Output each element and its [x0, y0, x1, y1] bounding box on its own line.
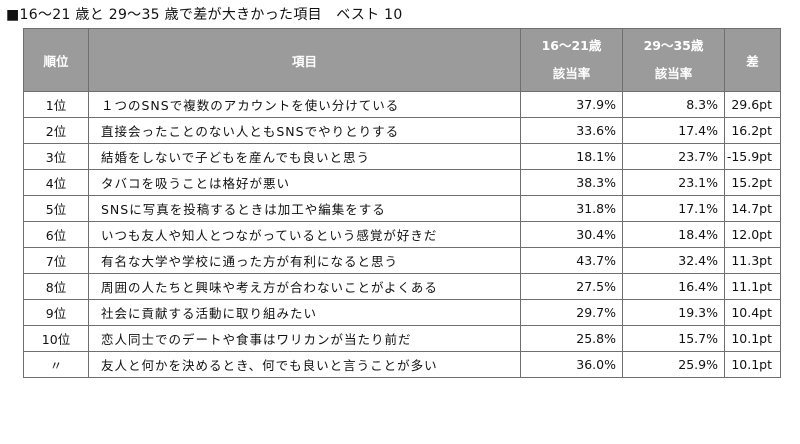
diff-cell: 10.4pt	[724, 299, 781, 326]
rank-cell: 4位	[23, 169, 89, 196]
older-rate-cell: 23.7%	[622, 143, 725, 170]
item-cell: 有名な大学や学校に通った方が有利になると思う	[88, 247, 521, 274]
rank-cell: 7位	[23, 247, 89, 274]
table-row: 1位 １つのSNSで複数のアカウントを使い分けている 37.9% 8.3% 29.6pt	[23, 91, 781, 118]
table-row: 8位 周囲の人たちと興味や考え方が合わないことがよくある 27.5% 16.4% 11.…	[23, 273, 781, 300]
older-rate-cell: 19.3%	[622, 299, 725, 326]
header-older-rate: 29～35歳 該当率	[622, 28, 725, 92]
table-row: 7位 有名な大学や学校に通った方が有利になると思う 43.7% 32.4% 11.3pt	[23, 247, 781, 274]
table-row: 9位 社会に貢献する活動に取り組みたい 29.7% 19.3% 10.4pt	[23, 299, 781, 326]
header-young-label: 該当率	[552, 66, 591, 81]
header-young-rate: 16～21歳 該当率	[520, 28, 623, 92]
diff-cell: 10.1pt	[724, 325, 781, 352]
diff-cell: 29.6pt	[724, 91, 781, 118]
diff-cell: -15.9pt	[724, 143, 781, 170]
ranking-table: 順位 項目 16～21歳 該当率 29～35歳 該当率 差 1位 １つのSNSで複…	[23, 28, 781, 378]
young-rate-cell: 18.1%	[520, 143, 623, 170]
young-rate-cell: 27.5%	[520, 273, 623, 300]
older-rate-cell: 16.4%	[622, 273, 725, 300]
older-rate-cell: 25.9%	[622, 351, 725, 378]
header-older-age: 29～35歳	[643, 38, 704, 53]
header-young-age: 16～21歳	[541, 38, 602, 53]
rank-cell: 8位	[23, 273, 89, 300]
young-rate-cell: 29.7%	[520, 299, 623, 326]
item-cell: 結婚をしないで子どもを産んでも良いと思う	[88, 143, 521, 170]
young-rate-cell: 38.3%	[520, 169, 623, 196]
young-rate-cell: 31.8%	[520, 195, 623, 222]
diff-cell: 11.1pt	[724, 273, 781, 300]
item-cell: １つのSNSで複数のアカウントを使い分けている	[88, 91, 521, 118]
header-older-label: 該当率	[654, 66, 693, 81]
rank-cell: 1位	[23, 91, 89, 118]
older-rate-cell: 17.1%	[622, 195, 725, 222]
diff-cell: 12.0pt	[724, 221, 781, 248]
table-row: 5位 SNSに写真を投稿するときは加工や編集をする 31.8% 17.1% 14.7pt	[23, 195, 781, 222]
table-row: 3位 結婚をしないで子どもを産んでも良いと思う 18.1% 23.7% -15.9pt	[23, 143, 781, 170]
table-row: 10位 恋人同士でのデートや食事はワリカンが当たり前だ 25.8% 15.7% 10.1…	[23, 325, 781, 352]
header-item: 項目	[88, 28, 521, 92]
item-cell: 社会に貢献する活動に取り組みたい	[88, 299, 521, 326]
diff-cell: 14.7pt	[724, 195, 781, 222]
older-rate-cell: 17.4%	[622, 117, 725, 144]
diff-cell: 10.1pt	[724, 351, 781, 378]
older-rate-cell: 23.1%	[622, 169, 725, 196]
table-row: 4位 タバコを吸うことは格好が悪い 38.3% 23.1% 15.2pt	[23, 169, 781, 196]
item-cell: 友人と何かを決めるとき、何でも良いと言うことが多い	[88, 351, 521, 378]
item-cell: 直接会ったことのない人ともSNSでやりとりする	[88, 117, 521, 144]
table-body: 1位 １つのSNSで複数のアカウントを使い分けている 37.9% 8.3% 29.6pt…	[23, 91, 781, 378]
item-cell: 恋人同士でのデートや食事はワリカンが当たり前だ	[88, 325, 521, 352]
item-cell: いつも友人や知人とつながっているという感覚が好きだ	[88, 221, 521, 248]
young-rate-cell: 43.7%	[520, 247, 623, 274]
young-rate-cell: 33.6%	[520, 117, 623, 144]
rank-cell: 〃	[23, 351, 89, 378]
young-rate-cell: 37.9%	[520, 91, 623, 118]
rank-cell: 10位	[23, 325, 89, 352]
young-rate-cell: 30.4%	[520, 221, 623, 248]
header-row: 順位 項目 16～21歳 該当率 29～35歳 該当率 差	[23, 28, 781, 92]
rank-cell: 5位	[23, 195, 89, 222]
rank-cell: 9位	[23, 299, 89, 326]
item-cell: タバコを吸うことは格好が悪い	[88, 169, 521, 196]
diff-cell: 15.2pt	[724, 169, 781, 196]
header-diff: 差	[724, 28, 781, 92]
item-cell: SNSに写真を投稿するときは加工や編集をする	[88, 195, 521, 222]
diff-cell: 16.2pt	[724, 117, 781, 144]
rank-cell: 6位	[23, 221, 89, 248]
young-rate-cell: 36.0%	[520, 351, 623, 378]
table-row: 2位 直接会ったことのない人ともSNSでやりとりする 33.6% 17.4% 16.2p…	[23, 117, 781, 144]
table-title: ■16～21 歳と 29～35 歳で差が大きかった項目 ベスト 10	[6, 7, 403, 23]
item-cell: 周囲の人たちと興味や考え方が合わないことがよくある	[88, 273, 521, 300]
older-rate-cell: 15.7%	[622, 325, 725, 352]
diff-cell: 11.3pt	[724, 247, 781, 274]
older-rate-cell: 32.4%	[622, 247, 725, 274]
older-rate-cell: 8.3%	[622, 91, 725, 118]
header-rank: 順位	[23, 28, 89, 92]
rank-cell: 2位	[23, 117, 89, 144]
rank-cell: 3位	[23, 143, 89, 170]
table-row: 〃友人と何かを決めるとき、何でも良いと言うことが多い 36.0% 25.9% 10.1…	[23, 351, 781, 378]
table-row: 6位 いつも友人や知人とつながっているという感覚が好きだ 30.4% 18.4% 12.…	[23, 221, 781, 248]
young-rate-cell: 25.8%	[520, 325, 623, 352]
older-rate-cell: 18.4%	[622, 221, 725, 248]
